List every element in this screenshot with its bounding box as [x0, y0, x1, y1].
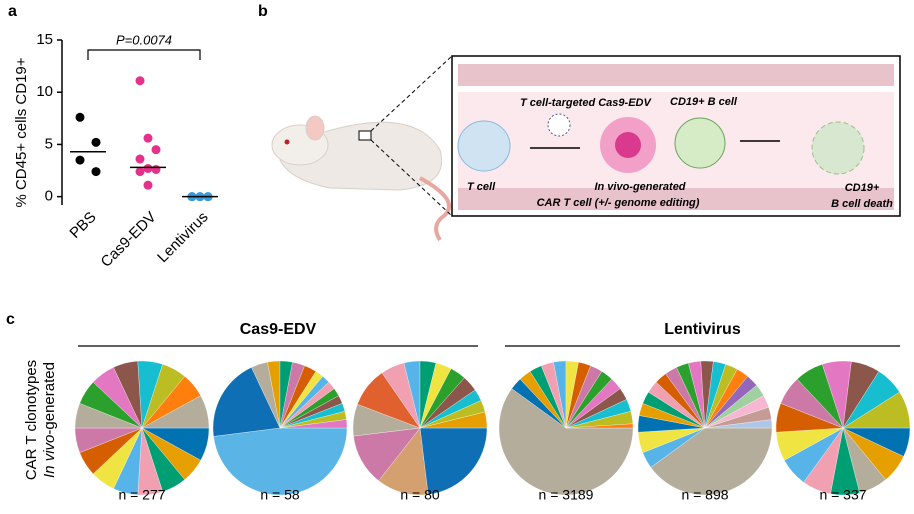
diagram-label: T cell — [467, 181, 496, 193]
pie-label: n = 337 — [819, 487, 866, 503]
data-point — [75, 112, 85, 122]
group-title: Cas9-EDV — [240, 321, 317, 338]
x-tick-label: Cas9-EDV — [98, 209, 160, 271]
pie-label: n = 80 — [400, 487, 440, 503]
pie-slice — [842, 391, 911, 429]
data-point — [143, 163, 153, 173]
group-title: Lentivirus — [664, 321, 741, 338]
panel-label: c — [6, 311, 15, 328]
pie-slice — [419, 427, 488, 495]
data-point — [91, 137, 101, 147]
y-tick-label: 5 — [45, 135, 53, 152]
diagram-label: T cell-targeted Cas9-EDV — [520, 97, 652, 109]
y-axis-label: In vivo-generated — [41, 362, 58, 478]
data-point — [135, 154, 145, 164]
y-tick-label: 15 — [36, 31, 53, 48]
vessel-box — [451, 55, 901, 217]
pie-slice — [213, 427, 348, 496]
pie-label: n = 58 — [260, 487, 300, 503]
y-tick-label: 0 — [45, 188, 53, 205]
diagram-label: CD19+ — [845, 182, 880, 194]
data-point — [151, 164, 161, 174]
data-point — [151, 145, 161, 155]
significance-bracket — [87, 49, 201, 60]
data-point — [91, 167, 101, 177]
pie-slice — [498, 388, 634, 496]
pie-label: n = 3189 — [539, 487, 594, 503]
label-part: -generated — [41, 362, 58, 435]
y-tick-label: 10 — [36, 83, 53, 100]
data-point — [143, 180, 153, 190]
pie-label: n = 277 — [118, 487, 165, 503]
y-axis-label: % CD45+ cells CD19+ — [13, 57, 30, 207]
annotation: P=0.0074 — [116, 32, 172, 47]
data-point — [135, 167, 145, 177]
pie-slice — [419, 411, 488, 429]
diagram-label: B cell death — [831, 198, 893, 210]
diagram-label: CAR T cell (+/- genome editing) — [537, 197, 700, 209]
diagram-label: CD19+ B cell — [670, 96, 738, 108]
y-axis-label: CAR T clonotypes — [23, 360, 40, 480]
pie-label: n = 898 — [681, 487, 728, 503]
diagram-label: In vivo-generated — [594, 181, 685, 193]
label-part: In vivo — [41, 435, 58, 478]
panel-label: a — [8, 3, 17, 20]
pie-slice — [650, 427, 773, 496]
pie-slice — [565, 423, 634, 429]
pie-slice — [279, 419, 348, 429]
mouse — [271, 55, 453, 242]
data-point — [75, 155, 85, 165]
data-point — [135, 76, 145, 86]
panel-label: b — [258, 3, 268, 20]
pie-slice — [704, 419, 773, 429]
data-point — [143, 133, 153, 143]
x-tick-label: Lentivirus — [154, 209, 211, 266]
pie-slice — [212, 367, 281, 437]
x-tick-label: PBS — [66, 209, 99, 242]
pie-slice — [141, 395, 210, 429]
